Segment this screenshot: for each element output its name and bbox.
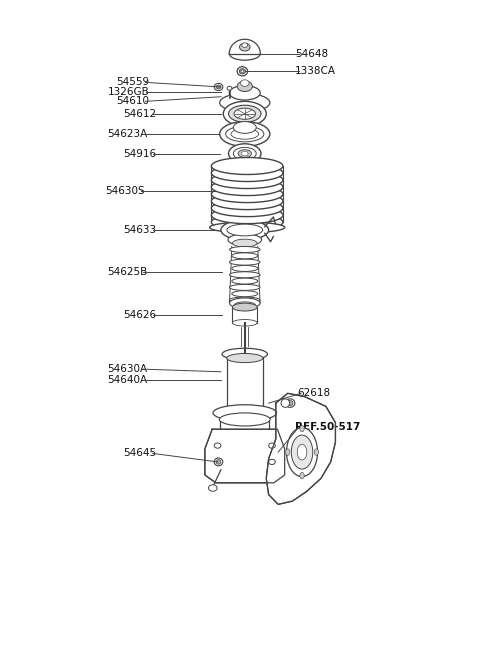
Ellipse shape <box>227 224 263 236</box>
Ellipse shape <box>238 150 252 157</box>
Ellipse shape <box>241 70 244 73</box>
Ellipse shape <box>300 472 304 479</box>
Ellipse shape <box>211 172 283 188</box>
Text: 54648: 54648 <box>295 49 328 58</box>
Ellipse shape <box>214 443 221 448</box>
Ellipse shape <box>297 444 307 460</box>
Ellipse shape <box>219 413 270 426</box>
Polygon shape <box>205 429 285 483</box>
Polygon shape <box>229 39 260 54</box>
Ellipse shape <box>237 81 252 92</box>
Text: 54612: 54612 <box>123 109 156 119</box>
Ellipse shape <box>222 348 267 360</box>
Ellipse shape <box>211 157 283 174</box>
Ellipse shape <box>227 87 232 91</box>
Ellipse shape <box>211 165 283 182</box>
Ellipse shape <box>228 144 261 163</box>
Polygon shape <box>266 394 336 504</box>
Ellipse shape <box>229 297 260 303</box>
Ellipse shape <box>228 105 261 122</box>
Ellipse shape <box>229 47 260 60</box>
Text: 54623A: 54623A <box>107 129 147 139</box>
Ellipse shape <box>211 193 283 210</box>
Ellipse shape <box>300 425 304 432</box>
Ellipse shape <box>229 259 260 265</box>
Ellipse shape <box>208 485 217 491</box>
Ellipse shape <box>232 266 258 272</box>
Ellipse shape <box>233 121 256 133</box>
Ellipse shape <box>240 43 250 51</box>
Ellipse shape <box>229 298 260 308</box>
Text: 54640A: 54640A <box>107 375 147 385</box>
Ellipse shape <box>233 148 256 160</box>
Ellipse shape <box>232 319 257 326</box>
Ellipse shape <box>269 459 276 464</box>
Ellipse shape <box>213 405 276 421</box>
Ellipse shape <box>229 86 260 100</box>
Ellipse shape <box>232 278 258 284</box>
Ellipse shape <box>211 199 283 216</box>
Ellipse shape <box>287 401 293 405</box>
Ellipse shape <box>287 428 318 477</box>
Text: 54633: 54633 <box>123 225 156 235</box>
Ellipse shape <box>220 121 270 146</box>
Ellipse shape <box>211 186 283 203</box>
Ellipse shape <box>229 285 260 291</box>
Text: 54626: 54626 <box>123 310 156 320</box>
Ellipse shape <box>240 80 249 87</box>
Ellipse shape <box>220 94 270 112</box>
Ellipse shape <box>269 443 276 448</box>
Ellipse shape <box>234 108 255 119</box>
Ellipse shape <box>214 458 223 466</box>
Text: 54916: 54916 <box>123 149 156 159</box>
Text: 54630S: 54630S <box>105 186 144 196</box>
Ellipse shape <box>223 101 266 126</box>
Text: 54645: 54645 <box>123 449 156 459</box>
Text: 1338CA: 1338CA <box>295 66 336 76</box>
Bar <box>232 307 257 323</box>
Ellipse shape <box>237 67 248 76</box>
Ellipse shape <box>228 234 262 246</box>
Ellipse shape <box>286 449 290 455</box>
Ellipse shape <box>314 449 319 455</box>
Ellipse shape <box>214 83 223 91</box>
Ellipse shape <box>241 152 248 156</box>
Ellipse shape <box>232 291 258 297</box>
Ellipse shape <box>216 85 221 89</box>
Ellipse shape <box>226 126 264 142</box>
Text: REF.50-517: REF.50-517 <box>295 422 360 432</box>
Text: 62618: 62618 <box>297 388 330 398</box>
Ellipse shape <box>216 460 221 464</box>
Ellipse shape <box>240 69 245 74</box>
Ellipse shape <box>229 247 260 253</box>
Text: 54559: 54559 <box>116 77 149 87</box>
Ellipse shape <box>227 354 263 363</box>
Ellipse shape <box>210 222 285 233</box>
Ellipse shape <box>291 435 313 469</box>
Ellipse shape <box>242 43 248 47</box>
Ellipse shape <box>232 239 257 247</box>
Ellipse shape <box>231 129 259 139</box>
Ellipse shape <box>211 178 283 195</box>
Text: 1326GB: 1326GB <box>108 87 149 96</box>
Text: 54630A: 54630A <box>107 364 147 374</box>
Ellipse shape <box>214 459 221 464</box>
Ellipse shape <box>232 303 257 311</box>
Ellipse shape <box>211 207 283 224</box>
Ellipse shape <box>221 220 269 240</box>
Ellipse shape <box>232 253 258 259</box>
Ellipse shape <box>281 399 289 407</box>
Text: 54610: 54610 <box>116 96 149 106</box>
Ellipse shape <box>211 214 283 231</box>
Ellipse shape <box>285 399 295 407</box>
Ellipse shape <box>229 272 260 277</box>
Ellipse shape <box>234 302 255 308</box>
Text: 54625B: 54625B <box>107 268 147 277</box>
